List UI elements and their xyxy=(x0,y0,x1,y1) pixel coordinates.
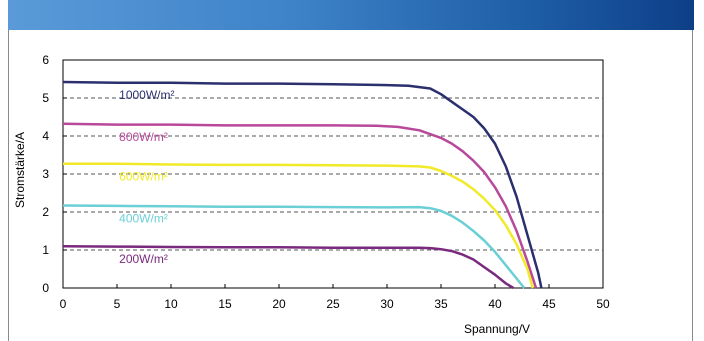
x-tick-label: 25 xyxy=(326,297,340,311)
y-tick-label: 2 xyxy=(42,205,49,219)
series-label-3: 400W/m² xyxy=(119,212,168,226)
y-tick-label: 0 xyxy=(42,281,49,295)
series-line-2 xyxy=(63,162,535,289)
x-tick-label: 10 xyxy=(164,297,178,311)
x-tick-label: 50 xyxy=(596,297,610,311)
series-label-4: 200W/m² xyxy=(119,252,168,266)
series-line-0 xyxy=(62,80,543,289)
x-tick-label: 15 xyxy=(218,297,232,311)
x-tick-label: 45 xyxy=(542,297,556,311)
grid-lines xyxy=(63,97,603,251)
y-axis-label: Stromstärke/A xyxy=(13,132,27,208)
series-labels: 1000W/m² 800W/m² 600W/m² 400W/m² 200W/m² xyxy=(119,88,174,266)
x-tick-label: 20 xyxy=(272,297,286,311)
series-label-0: 1000W/m² xyxy=(119,88,174,102)
y-tick-label: 1 xyxy=(42,243,49,257)
series-line-1 xyxy=(62,122,538,289)
x-tick-label: 35 xyxy=(434,297,448,311)
header-banner xyxy=(8,0,694,30)
iv-curve-chart: 1000W/m² 800W/m² 600W/m² 400W/m² 200W/m² 0 5 1… xyxy=(13,53,610,336)
y-tick-label: 5 xyxy=(42,91,49,105)
x-tick-label: 5 xyxy=(114,297,121,311)
x-tick-label: 40 xyxy=(488,297,502,311)
x-tick-label: 30 xyxy=(380,297,394,311)
y-tick-label: 4 xyxy=(42,129,49,143)
series-label-1: 800W/m² xyxy=(119,130,168,144)
x-tick-label: 0 xyxy=(60,297,67,311)
x-axis-label: Spannung/V xyxy=(464,322,530,336)
series-label-2: 600W/m² xyxy=(119,170,168,184)
series-lines xyxy=(62,80,543,290)
series-line-3 xyxy=(62,204,526,289)
y-tick-label: 3 xyxy=(42,167,49,181)
series-line-4 xyxy=(62,244,515,290)
chart-frame: 1000W/m² 800W/m² 600W/m² 400W/m² 200W/m² 0 5 1… xyxy=(8,30,693,341)
y-tick-label: 6 xyxy=(42,53,49,67)
